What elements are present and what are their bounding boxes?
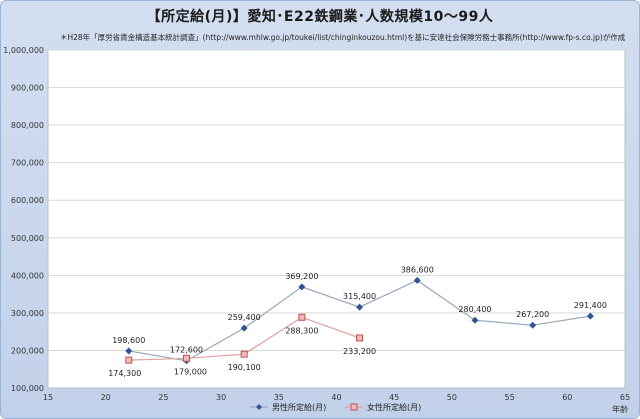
data-label: 259,400 bbox=[228, 313, 261, 322]
x-tick-label: 40 bbox=[331, 393, 341, 402]
plot-area bbox=[47, 49, 626, 389]
x-tick-label: 60 bbox=[562, 393, 572, 402]
data-point-marker bbox=[240, 324, 248, 332]
y-tick-label: 100,000 bbox=[11, 384, 44, 393]
y-axis-ticks: 100,000 200,000 300,000 400,000 500,000 600,0… bbox=[3, 46, 44, 393]
data-label: 291,400 bbox=[574, 301, 607, 310]
data-label: 172,600 bbox=[170, 346, 203, 355]
series-female: 174,300 179,000 190,100 288,300 233,200 bbox=[108, 313, 376, 378]
data-point-marker bbox=[298, 283, 306, 291]
legend-label: 女性所定給(月) bbox=[367, 402, 421, 412]
data-point-marker bbox=[125, 356, 133, 364]
chart-title: 【所定給(月)】愛知･E22鉄鋼業･人数規模10～99人 bbox=[146, 9, 494, 25]
data-label: 280,400 bbox=[458, 305, 491, 314]
legend-label: 男性所定給(月) bbox=[272, 402, 326, 412]
x-tick-label: 20 bbox=[101, 393, 111, 402]
x-tick-label: 65 bbox=[620, 393, 630, 402]
y-tick-label: 600,000 bbox=[11, 196, 44, 205]
data-point-marker bbox=[356, 334, 364, 342]
data-label: 369,200 bbox=[285, 272, 318, 281]
data-point-marker bbox=[413, 276, 421, 284]
y-tick-label: 700,000 bbox=[11, 159, 44, 168]
data-label: 190,100 bbox=[228, 363, 261, 372]
legend-item: 女性所定給(月) bbox=[345, 402, 421, 412]
x-tick-label: 35 bbox=[274, 393, 284, 402]
data-point-marker bbox=[529, 321, 537, 329]
y-tick-label: 200,000 bbox=[11, 346, 44, 355]
y-tick-label: 900,000 bbox=[11, 84, 44, 93]
data-point-marker bbox=[586, 312, 594, 320]
legend-marker bbox=[256, 404, 262, 410]
data-label: 179,000 bbox=[174, 367, 207, 376]
y-tick-label: 500,000 bbox=[11, 234, 44, 243]
data-point-marker bbox=[298, 313, 306, 321]
data-label: 198,600 bbox=[112, 336, 145, 345]
data-point-marker bbox=[182, 354, 190, 362]
data-label: 315,400 bbox=[343, 292, 376, 301]
data-label: 288,300 bbox=[285, 326, 318, 335]
source-note: ＊H28年「厚労省賃金構造基本統計調査」(http://www.mhlw.go.… bbox=[60, 33, 626, 42]
data-point-marker bbox=[240, 350, 248, 358]
data-point-marker bbox=[471, 316, 479, 324]
data-label: 267,200 bbox=[516, 310, 549, 319]
x-tick-label: 55 bbox=[505, 393, 515, 402]
data-point-marker bbox=[356, 303, 364, 311]
data-point-marker bbox=[125, 347, 133, 355]
gridlines bbox=[48, 49, 625, 351]
legend-marker bbox=[350, 403, 358, 411]
x-tick-label: 30 bbox=[216, 393, 226, 402]
x-axis-label: 年齢 bbox=[612, 404, 628, 414]
y-tick-label: 800,000 bbox=[11, 121, 44, 130]
data-label: 233,200 bbox=[343, 347, 376, 356]
legend: 男性所定給(月) 女性所定給(月) bbox=[250, 402, 421, 412]
y-tick-label: 300,000 bbox=[11, 309, 44, 318]
x-tick-label: 50 bbox=[447, 393, 457, 402]
y-tick-label: 400,000 bbox=[11, 271, 44, 280]
legend-item: 男性所定給(月) bbox=[250, 402, 326, 412]
x-axis-ticks: 15 20 25 30 35 40 45 50 55 60 65 bbox=[43, 393, 630, 402]
series-layer: 198,600 172,600 259,400 369,200 315,400 386,6… bbox=[108, 265, 607, 378]
x-tick-label: 15 bbox=[43, 393, 53, 402]
data-label: 386,600 bbox=[401, 265, 434, 274]
data-label: 174,300 bbox=[108, 369, 141, 378]
x-tick-label: 45 bbox=[389, 393, 399, 402]
x-tick-label: 25 bbox=[158, 393, 168, 402]
y-tick-label: 1,000,000 bbox=[3, 46, 44, 55]
